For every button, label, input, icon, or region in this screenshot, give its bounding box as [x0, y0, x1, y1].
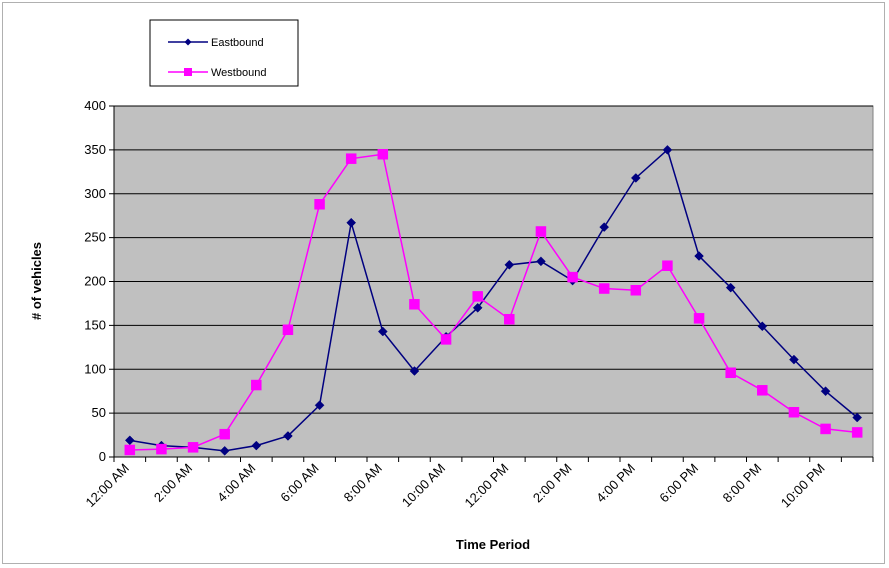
data-point [472, 302, 483, 313]
data-point [820, 423, 831, 435]
data-point [346, 217, 357, 228]
legend-label: Eastbound [211, 37, 264, 49]
data-point [472, 291, 483, 302]
data-point [662, 145, 673, 155]
x-tick-labels: 12:00 AM 2:00 AM 4:00 AM 6:00 AM 8:00 AM 10:0… [82, 461, 827, 511]
series-line [129, 153, 858, 451]
x-tick-label: 2:00 AM [151, 461, 195, 505]
data-point [377, 326, 388, 337]
data-point [599, 222, 610, 232]
x-tick-label: 10:00 PM [778, 461, 828, 511]
y-tick-label: 100 [84, 361, 106, 376]
data-point [536, 256, 546, 267]
x-tick-label: 6:00 PM [656, 461, 701, 506]
data-point [598, 283, 610, 294]
series-lines [124, 145, 863, 456]
data-point [693, 313, 705, 324]
data-point [251, 440, 262, 451]
data-point [851, 427, 863, 438]
data-point [820, 386, 831, 397]
y-tick-label: 250 [84, 230, 106, 245]
y-tick-label: 200 [84, 274, 106, 289]
legend-label: Westbound [211, 67, 266, 79]
line-chart: 0 50 100 150 200 250 300 350 400 12:00 AM 2:00 AM… [29, 19, 874, 552]
x-tick-label: 8:00 PM [720, 461, 765, 506]
data-point [788, 406, 800, 418]
legend-marker [184, 68, 192, 76]
x-tick-label: 2:00 PM [530, 461, 575, 506]
data-point [789, 354, 799, 365]
legend-box [149, 19, 299, 87]
data-point [757, 321, 768, 332]
data-point [156, 443, 167, 455]
x-tick-label: 12:00 AM [82, 461, 131, 510]
y-tick-label: 150 [84, 317, 106, 332]
data-point [345, 153, 357, 164]
data-point [504, 259, 515, 270]
legend: Eastbound Westbound [149, 19, 299, 87]
y-tick-label: 50 [92, 405, 106, 420]
data-point [251, 379, 262, 391]
gridlines [114, 105, 873, 414]
y-axis-title: # of vehicles [29, 242, 44, 320]
axes [109, 105, 874, 462]
data-point [662, 260, 673, 271]
y-tick-label: 400 [84, 98, 106, 113]
data-point [504, 313, 515, 325]
data-point [409, 299, 420, 310]
data-point [852, 412, 863, 423]
data-point [314, 199, 325, 210]
data-point [314, 400, 325, 411]
y-tick-label: 350 [84, 142, 106, 157]
x-tick-label: 4:00 AM [214, 461, 258, 505]
data-point [694, 251, 704, 261]
data-point [567, 271, 578, 283]
data-point [440, 334, 452, 345]
data-point [757, 385, 768, 396]
data-point [283, 431, 293, 441]
y-tick-labels: 0 50 100 150 200 250 300 350 400 [84, 98, 106, 464]
x-tick-label: 8:00 AM [341, 461, 385, 505]
data-point [187, 442, 199, 453]
series-line [129, 148, 858, 452]
x-axis-title: Time Period [456, 537, 530, 552]
data-point [535, 226, 547, 237]
data-point [725, 367, 736, 379]
data-point [377, 149, 389, 160]
data-point [219, 428, 230, 440]
data-point [124, 444, 136, 456]
data-point [725, 282, 736, 293]
y-tick-label: 300 [84, 186, 106, 201]
x-tick-label: 4:00 PM [593, 461, 638, 506]
legend-marker [184, 38, 192, 46]
x-tick-label: 6:00 AM [277, 461, 321, 505]
y-tick-label: 0 [99, 449, 106, 464]
legend-item-eastbound: Eastbound [168, 37, 264, 49]
data-point [219, 446, 230, 456]
data-point [282, 324, 294, 336]
data-point [630, 285, 642, 296]
data-point [630, 173, 641, 183]
legend-items: Eastbound Westbound [168, 37, 266, 79]
legend-item-westbound: Westbound [168, 67, 266, 79]
data-point [409, 366, 420, 376]
x-tick-label: 10:00 AM [399, 461, 448, 510]
series-westbound [124, 149, 863, 456]
x-tick-label: 12:00 PM [461, 461, 511, 511]
